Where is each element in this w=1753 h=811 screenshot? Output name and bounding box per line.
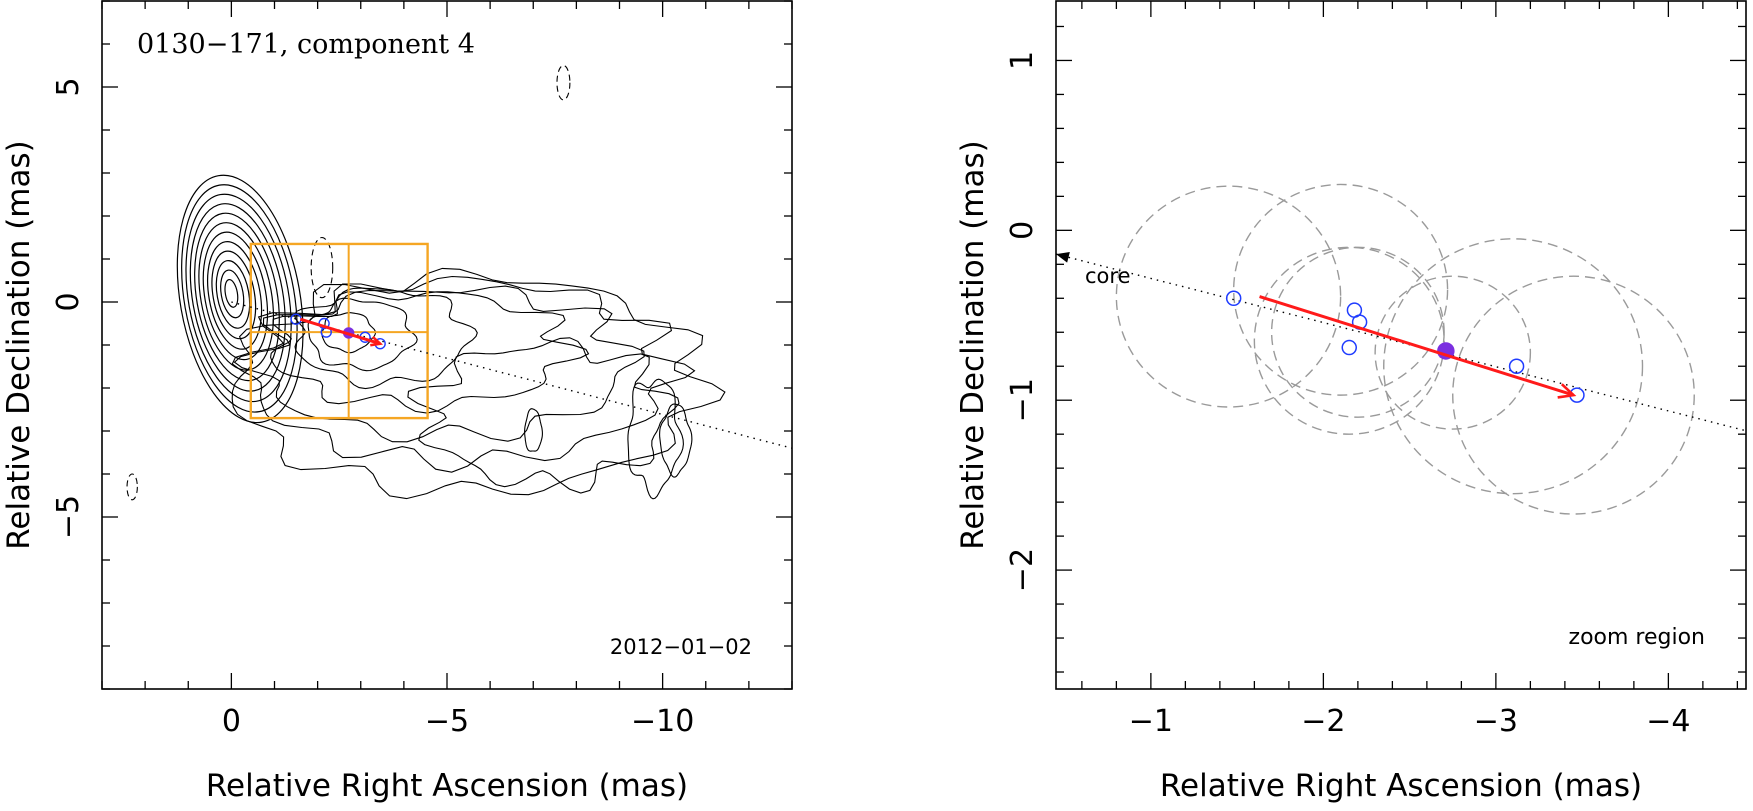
core-contour <box>215 260 251 329</box>
component-size-circle <box>1232 183 1449 396</box>
right-y-tick-label: −1 <box>1005 378 1040 422</box>
motion-vector <box>299 317 381 346</box>
motion-vector-head <box>370 335 384 347</box>
component-size-circle <box>1452 275 1695 515</box>
jet-contour <box>307 297 418 372</box>
jet-contour <box>293 287 478 390</box>
component-size-circle <box>1115 185 1342 408</box>
right-x-tick-label: −3 <box>1474 704 1518 739</box>
component-marker <box>1341 339 1357 356</box>
left-ticks: 0 −5 −10 5 0 −5 <box>51 0 793 739</box>
negative-contour <box>310 236 334 299</box>
right-x-axis-label: Relative Right Ascension (mas) <box>1160 768 1642 804</box>
component-size-circle <box>1374 275 1532 430</box>
right-plot-frame <box>1055 0 1747 690</box>
right-x-tick-label: −4 <box>1646 704 1690 739</box>
zoom-region-annotation: zoom region <box>1569 625 1705 650</box>
component-size-circle <box>1383 238 1644 495</box>
component-marker <box>1508 358 1525 374</box>
core-contour <box>211 250 257 340</box>
jet-contour <box>270 291 590 414</box>
negative-contour <box>556 64 571 101</box>
left-x-axis-label: Relative Right Ascension (mas) <box>206 768 688 804</box>
jet-contour <box>627 378 684 500</box>
jet-contour <box>233 285 645 443</box>
left-x-tick-label: −5 <box>425 704 469 739</box>
left-panel: 0 −5 −10 5 0 −5 0130−171, component 4 2012−01… <box>1 0 793 804</box>
core-arrow-head <box>1056 252 1070 263</box>
jet-contour <box>659 403 693 478</box>
left-plot-frame <box>101 0 793 690</box>
right-overlay <box>1055 183 1747 515</box>
motion-vector <box>1259 295 1574 397</box>
right-panel: −1 −2 −3 −4 1 0 −1 −2 core zoom region Relative… <box>955 0 1747 804</box>
left-y-tick-label: 5 <box>51 77 86 96</box>
right-y-tick-label: 0 <box>1005 221 1040 240</box>
jet-contour <box>407 337 680 494</box>
core-contour <box>207 241 263 350</box>
component-size-circle <box>1270 246 1445 418</box>
negative-contour <box>126 473 138 501</box>
right-y-axis-label: Relative Declination (mas) <box>955 140 991 550</box>
core-contour <box>181 184 298 413</box>
core-contour <box>185 193 292 403</box>
left-y-axis-label: Relative Declination (mas) <box>1 140 37 550</box>
jet-contour <box>231 267 726 500</box>
core-contour <box>189 203 286 392</box>
right-x-tick-label: −1 <box>1129 704 1173 739</box>
left-x-tick-label: −10 <box>631 704 694 739</box>
epoch-label: 2012−01−02 <box>610 635 752 659</box>
left-y-tick-label: 0 <box>51 292 86 311</box>
core-contour <box>224 278 239 308</box>
right-x-tick-label: −2 <box>1301 704 1345 739</box>
core-contour <box>176 174 304 424</box>
core-annotation: core <box>1085 264 1131 288</box>
core-contour <box>220 269 245 319</box>
left-contours <box>126 64 726 501</box>
right-y-tick-label: 1 <box>1005 51 1040 70</box>
left-title: 0130−171, component 4 <box>137 29 475 60</box>
core-contour <box>202 231 269 361</box>
right-y-tick-label: −2 <box>1005 548 1040 592</box>
zoom-box <box>249 242 429 420</box>
left-x-tick-label: 0 <box>222 704 241 739</box>
right-ticks: −1 −2 −3 −4 1 0 −1 −2 <box>1005 1 1746 739</box>
left-y-tick-label: −5 <box>51 495 86 539</box>
motion-vector-head <box>1557 383 1577 399</box>
left-overlay <box>231 242 793 449</box>
jet-contour <box>524 408 543 452</box>
jet-contour <box>231 275 696 473</box>
component-marker <box>1225 290 1242 307</box>
